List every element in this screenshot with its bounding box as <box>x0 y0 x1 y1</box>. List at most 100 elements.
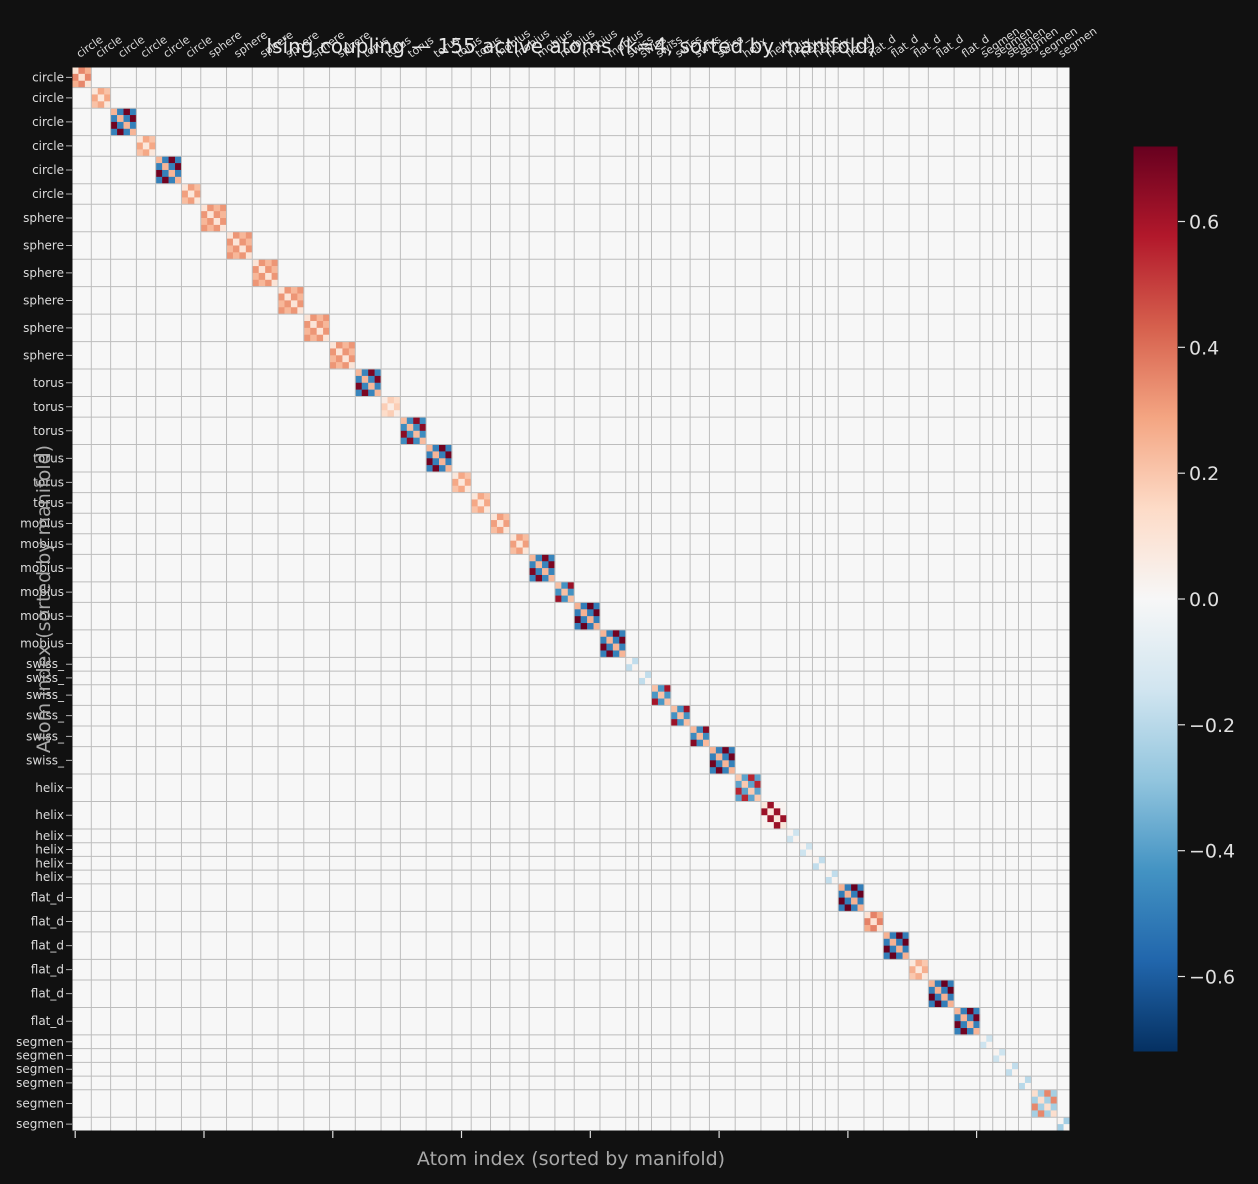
heatmap-cell <box>239 231 247 239</box>
heatmap-cell <box>464 485 472 493</box>
heatmap-cell <box>1012 1062 1019 1070</box>
row-group-label: circle <box>32 163 64 177</box>
heatmap-cell <box>780 822 787 830</box>
heatmap-cell <box>580 602 588 610</box>
heatmap-cell <box>432 444 440 452</box>
heatmap-cell <box>619 636 627 644</box>
heatmap-cell <box>625 657 633 665</box>
heatmap-cell <box>213 204 221 212</box>
heatmap-cell <box>587 602 594 610</box>
row-group-label: segmen <box>16 1117 64 1131</box>
heatmap-cell <box>1031 1110 1039 1118</box>
row-group-label: segmen <box>16 1097 64 1111</box>
heatmap-cell <box>232 252 240 260</box>
heatmap-cell <box>722 760 730 768</box>
heatmap-cell <box>361 382 369 390</box>
heatmap-cell <box>110 115 118 123</box>
heatmap-cell <box>657 684 665 692</box>
heatmap-cell <box>329 355 337 363</box>
heatmap-cell <box>400 417 408 425</box>
heatmap-cell <box>715 753 723 761</box>
heatmap-cell <box>645 671 652 679</box>
heatmap-cell <box>702 725 710 734</box>
heatmap-cell <box>773 801 781 809</box>
heatmap-cell <box>986 1041 994 1049</box>
heatmap-cell <box>767 815 775 823</box>
heatmap-cell <box>516 540 524 548</box>
heatmap-cell <box>207 211 214 219</box>
heatmap-cell <box>78 73 86 82</box>
heatmap-cell <box>696 739 704 747</box>
heatmap-cell <box>368 375 375 384</box>
heatmap-cell <box>896 938 903 946</box>
heatmap-cell <box>72 80 79 88</box>
heatmap-cell <box>638 671 646 679</box>
heatmap-cell <box>136 135 144 143</box>
heatmap-cell <box>213 218 221 226</box>
heatmap-cell <box>381 396 388 404</box>
heatmap-cell <box>329 341 337 349</box>
heatmap-cell <box>303 327 311 336</box>
heatmap-cell <box>709 760 717 768</box>
heatmap-cell <box>863 911 871 919</box>
heatmap-cell <box>503 513 511 521</box>
heatmap-cell <box>316 314 324 322</box>
heatmap-cell <box>799 849 807 857</box>
heatmap-cell <box>207 204 214 212</box>
heatmap-cell <box>194 197 202 205</box>
heatmap-cell <box>529 574 536 583</box>
heatmap-cell <box>471 492 478 500</box>
heatmap-cell <box>645 677 652 686</box>
heatmap-cell <box>477 499 485 507</box>
heatmap-cell <box>78 67 86 75</box>
heatmap-cell <box>200 211 208 219</box>
heatmap-cell <box>84 80 92 88</box>
heatmap-cell <box>954 1014 961 1022</box>
heatmap-cell <box>503 520 511 528</box>
heatmap-cell <box>522 547 530 555</box>
heatmap-cell <box>310 320 317 329</box>
y-axis-label: Atom index (sorted by manifold) <box>33 445 55 753</box>
heatmap-cell <box>696 732 704 741</box>
heatmap-cell <box>496 520 504 528</box>
heatmap-cell <box>812 856 820 864</box>
heatmap-cell <box>593 623 601 631</box>
heatmap-cell <box>136 142 144 150</box>
heatmap-cell <box>760 801 768 809</box>
heatmap-cell <box>496 513 504 521</box>
row-group-label: mobius <box>20 585 64 599</box>
heatmap-cell <box>702 732 710 741</box>
heatmap-cell <box>767 808 775 816</box>
heatmap-cell <box>258 266 266 274</box>
heatmap-cell <box>117 108 124 116</box>
heatmap-cell <box>297 300 305 308</box>
heatmap-cell <box>619 629 627 638</box>
colorbar-tick-label: 0.0 <box>1189 589 1219 611</box>
heatmap-cell <box>760 815 768 823</box>
heatmap-cell <box>303 334 311 342</box>
heatmap-cell <box>393 396 401 404</box>
heatmap-cell <box>651 691 659 699</box>
heatmap-cell <box>142 135 150 143</box>
heatmap-cell <box>187 197 195 205</box>
heatmap-cell <box>194 190 202 198</box>
heatmap-cell <box>509 533 517 541</box>
heatmap-cell <box>1031 1089 1039 1097</box>
heatmap-cell <box>599 650 607 658</box>
heatmap-cell <box>271 266 279 274</box>
heatmap-cell <box>245 238 253 246</box>
heatmap-cell <box>844 897 852 905</box>
heatmap-cell <box>561 595 569 603</box>
row-group-label: circle <box>32 91 64 105</box>
heatmap-cell <box>72 67 79 75</box>
heatmap-cell <box>490 526 498 535</box>
heatmap-cell <box>599 643 607 651</box>
heatmap-cell <box>361 389 369 397</box>
heatmap-cell <box>104 101 111 109</box>
heatmap-cell <box>1031 1103 1039 1111</box>
heatmap-cell <box>432 458 440 466</box>
heatmap-cell <box>439 458 446 466</box>
heatmap-cell <box>548 554 556 562</box>
heatmap-cell <box>278 293 285 301</box>
row-group-label: swiss_ <box>26 657 65 671</box>
